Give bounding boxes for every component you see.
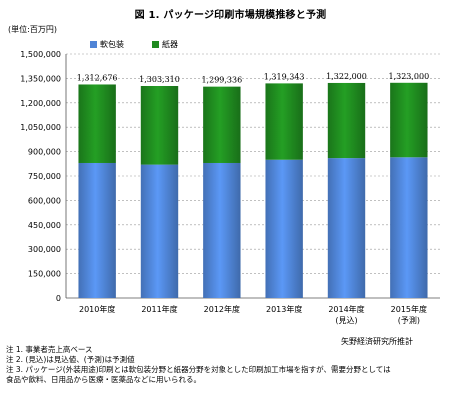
bar-series1	[390, 157, 428, 298]
unit-label: (単位:百万円)	[8, 25, 57, 34]
y-tick-label: 1,200,000	[20, 99, 61, 108]
legend-swatch	[90, 41, 97, 48]
note-1: 注 1. 事業者売上高ベース	[6, 345, 93, 354]
note-2: 注 2. (見込)は見込値、(予測)は予測値	[6, 355, 135, 364]
bar-series2	[203, 86, 241, 163]
x-tick-label: 2014年度	[328, 304, 364, 314]
bar-total-label: 1,322,000	[326, 72, 367, 81]
legend-label: 紙器	[162, 39, 178, 49]
bar-series2	[390, 82, 428, 158]
bar-total-label: 1,299,336	[201, 76, 242, 85]
y-tick-label: 600,000	[28, 196, 61, 205]
y-tick-label: 1,350,000	[20, 74, 61, 83]
y-tick-label: 1,050,000	[20, 123, 61, 132]
y-tick-label: 750,000	[28, 172, 61, 181]
x-tick-label: (予測)	[398, 315, 420, 325]
x-tick-label: (見込)	[335, 316, 357, 325]
notes-block: 注 1. 事業者売上高ベース 注 2. (見込)は見込値、(予測)は予測値 注 …	[6, 345, 458, 385]
bar-total-label: 1,312,676	[77, 73, 118, 82]
y-tick-label: 300,000	[28, 245, 61, 254]
note-4: 食品や飲料、日用品から医療・医薬品などに用いられる。	[6, 375, 201, 384]
bar-series1	[265, 159, 303, 298]
x-tick-label: 2011年度	[141, 304, 177, 314]
y-tick-label: 1,500,000	[20, 50, 61, 59]
bar-series2	[140, 85, 179, 165]
chart-title: 図 1. パッケージ印刷市場規模推移と予測	[134, 10, 327, 21]
bar-series1	[140, 164, 179, 298]
legend-label: 軟包装	[100, 39, 124, 49]
bar-series1	[327, 158, 366, 298]
y-tick-label: 450,000	[28, 221, 61, 230]
y-tick-label: 150,000	[28, 270, 61, 279]
note-3: 注 3. パッケージ(外装用途)印刷とは軟包装分野と紙器分野を対象とした印刷加工…	[6, 365, 391, 374]
x-tick-label: 2010年度	[79, 304, 115, 314]
source-label: 矢野経済研究所推計	[341, 337, 413, 346]
y-tick-label: 0	[56, 294, 61, 303]
bar-total-label: 1,319,343	[264, 72, 305, 81]
bar-total-label: 1,303,310	[139, 75, 180, 84]
x-tick-label: 2015年度	[391, 304, 427, 314]
x-tick-label: 2013年度	[266, 304, 302, 314]
bar-series1	[203, 162, 241, 298]
bar-series1	[78, 162, 116, 298]
bar-series2	[265, 83, 303, 160]
x-tick-label: 2012年度	[204, 304, 240, 314]
bar-series2	[327, 82, 366, 159]
y-tick-label: 900,000	[28, 148, 61, 157]
bar-total-label: 1,323,000	[388, 72, 429, 81]
legend-swatch	[152, 41, 159, 48]
bar-series2	[78, 84, 116, 163]
